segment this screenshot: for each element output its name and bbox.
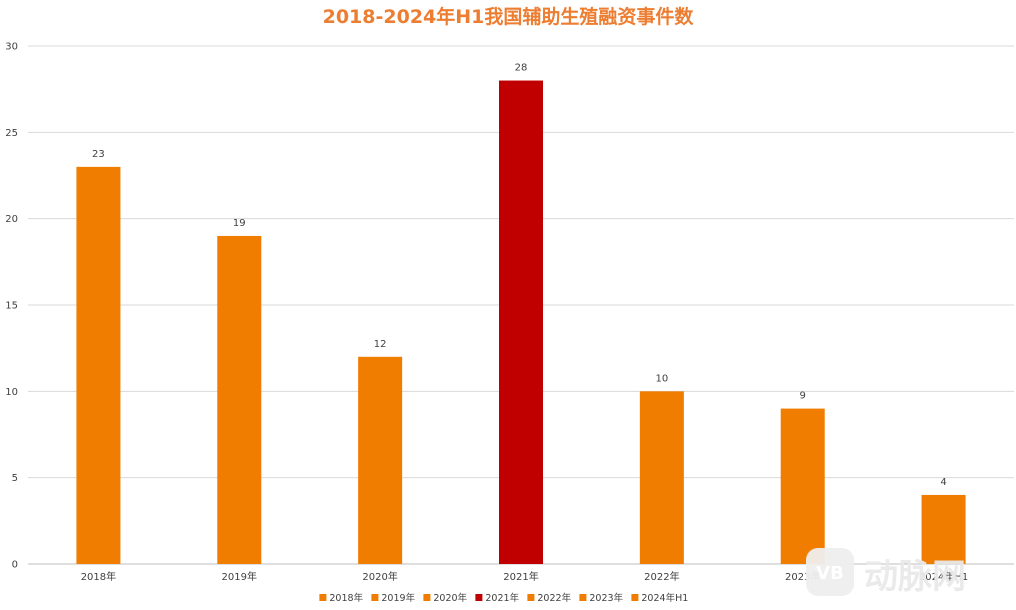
y-tick-label: 15: [5, 301, 18, 312]
y-tick-label: 0: [12, 560, 18, 571]
legend-swatch: [579, 594, 587, 601]
legend-label: 2021年: [485, 592, 519, 604]
y-axis-ticks: 0 5 10 15 20 25 30: [5, 42, 18, 571]
data-label: 10: [655, 373, 668, 384]
legend-swatch: [475, 594, 483, 601]
legend-label: 2022年: [537, 592, 571, 604]
y-tick-label: 5: [12, 473, 18, 484]
data-label: 28: [515, 63, 528, 74]
legend-swatch: [527, 594, 535, 601]
watermark-text: 动脉网: [864, 557, 966, 597]
bar: [76, 166, 121, 564]
legend: 2018年 2019年 2020年 2021年 2022年 2023年 2024年H1: [319, 592, 688, 604]
legend-label: 2024年H1: [641, 592, 688, 604]
data-label: 23: [92, 149, 105, 160]
y-tick-label: 20: [5, 214, 18, 225]
x-axis-ticks: 2018年 2019年 2020年 2021年 2022年 2023年 2024年H1: [81, 570, 969, 583]
x-tick-label: 2024年H1: [919, 570, 968, 583]
bar: [217, 235, 262, 564]
watermark-logo-icon: [806, 548, 854, 596]
y-tick-label: 30: [5, 42, 18, 53]
y-tick-label: 10: [5, 387, 18, 398]
legend-label: 2019年: [381, 592, 415, 604]
x-tick-label: 2019年: [222, 570, 257, 583]
legend-label: 2020年: [433, 592, 467, 604]
bar: [499, 80, 543, 565]
bar: [639, 391, 684, 564]
data-label: 9: [800, 391, 806, 402]
data-label: 4: [940, 477, 946, 488]
data-label: 19: [233, 218, 246, 229]
legend-swatch: [371, 594, 379, 601]
data-labels: 23 19 12 28 10 9 4: [92, 63, 947, 488]
legend-swatch: [319, 594, 327, 601]
data-label: 12: [374, 339, 387, 350]
bar: [921, 494, 966, 564]
legend-label: 2018年: [329, 592, 363, 604]
x-tick-label: 2022年: [644, 570, 679, 583]
watermark: VB 动脉网: [806, 548, 966, 597]
y-tick-label: 25: [5, 128, 18, 139]
x-tick-label: 2021年: [503, 570, 538, 583]
bar: [780, 408, 825, 564]
bar: [358, 356, 403, 564]
x-tick-label: 2020年: [362, 570, 397, 583]
x-tick-label: 2018年: [81, 570, 116, 583]
legend-label: 2023年: [589, 592, 623, 604]
chart-title: 2018-2024年H1我国辅助生殖融资事件数: [322, 6, 694, 28]
legend-swatch: [631, 594, 639, 601]
bars: [76, 80, 966, 565]
watermark-logo-text: VB: [816, 563, 844, 584]
legend-swatch: [423, 594, 431, 601]
